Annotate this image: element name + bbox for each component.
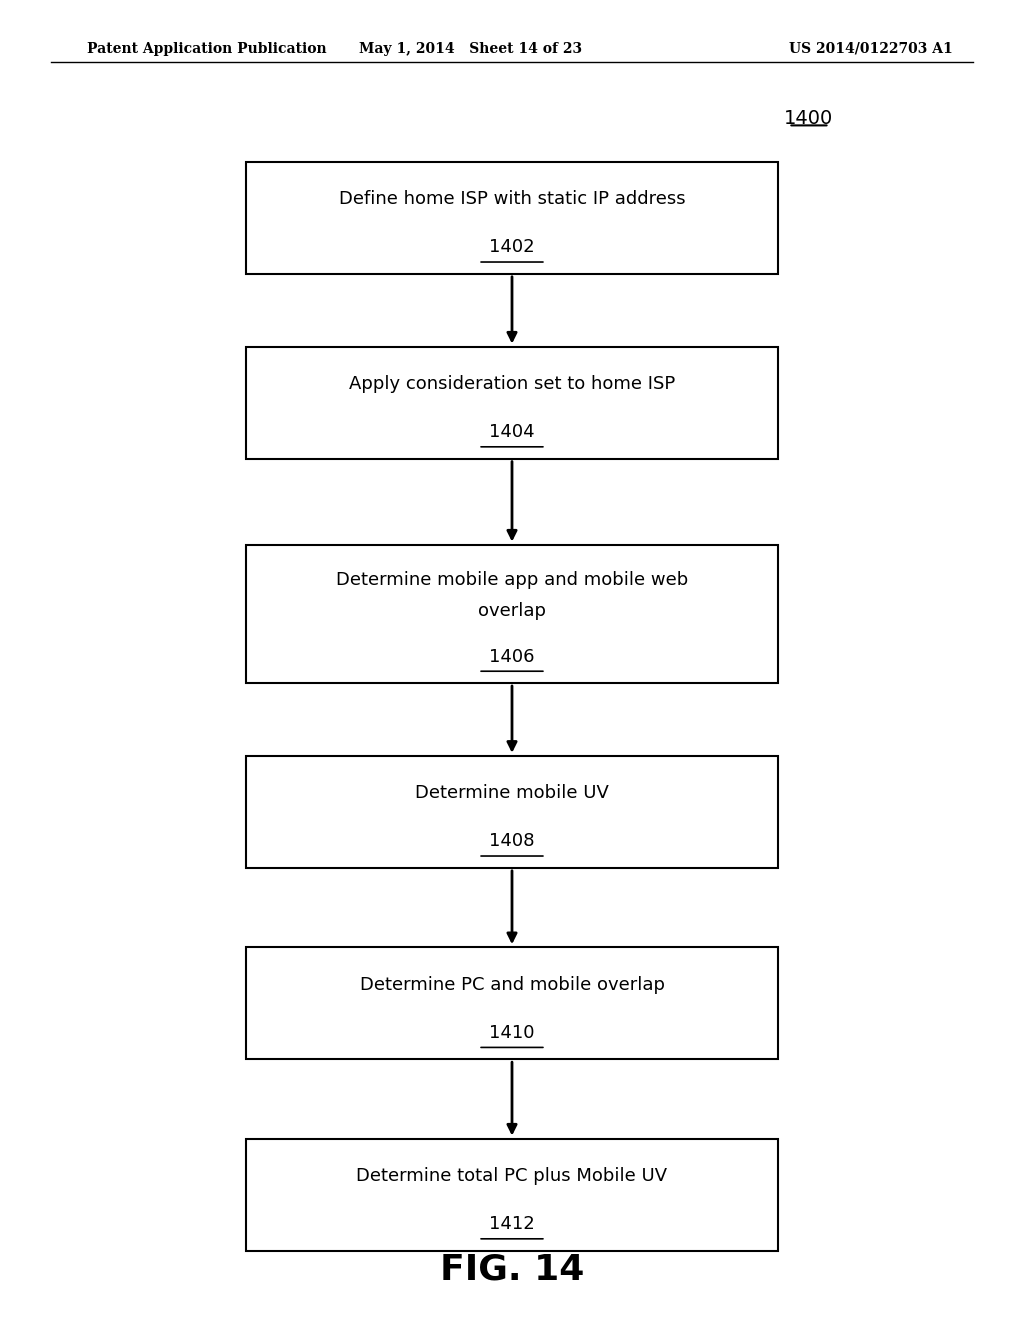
FancyBboxPatch shape: [246, 162, 778, 275]
Text: overlap: overlap: [478, 602, 546, 619]
Text: 1402: 1402: [489, 239, 535, 256]
FancyBboxPatch shape: [246, 347, 778, 459]
Text: Define home ISP with static IP address: Define home ISP with static IP address: [339, 190, 685, 209]
Text: Determine PC and mobile overlap: Determine PC and mobile overlap: [359, 975, 665, 994]
Text: Determine mobile app and mobile web: Determine mobile app and mobile web: [336, 572, 688, 589]
Text: May 1, 2014   Sheet 14 of 23: May 1, 2014 Sheet 14 of 23: [359, 42, 583, 55]
Text: 1406: 1406: [489, 648, 535, 665]
Text: Apply consideration set to home ISP: Apply consideration set to home ISP: [349, 375, 675, 393]
FancyBboxPatch shape: [246, 1138, 778, 1251]
Text: 1410: 1410: [489, 1024, 535, 1041]
Text: 1400: 1400: [784, 110, 834, 128]
Text: 1404: 1404: [489, 424, 535, 441]
Text: Patent Application Publication: Patent Application Publication: [87, 42, 327, 55]
Text: FIG. 14: FIG. 14: [440, 1253, 584, 1287]
FancyBboxPatch shape: [246, 755, 778, 869]
FancyBboxPatch shape: [246, 544, 778, 682]
FancyBboxPatch shape: [246, 948, 778, 1059]
Text: Determine total PC plus Mobile UV: Determine total PC plus Mobile UV: [356, 1167, 668, 1185]
Text: Determine mobile UV: Determine mobile UV: [415, 784, 609, 803]
Text: 1412: 1412: [489, 1216, 535, 1233]
Text: US 2014/0122703 A1: US 2014/0122703 A1: [788, 42, 952, 55]
Text: 1408: 1408: [489, 833, 535, 850]
